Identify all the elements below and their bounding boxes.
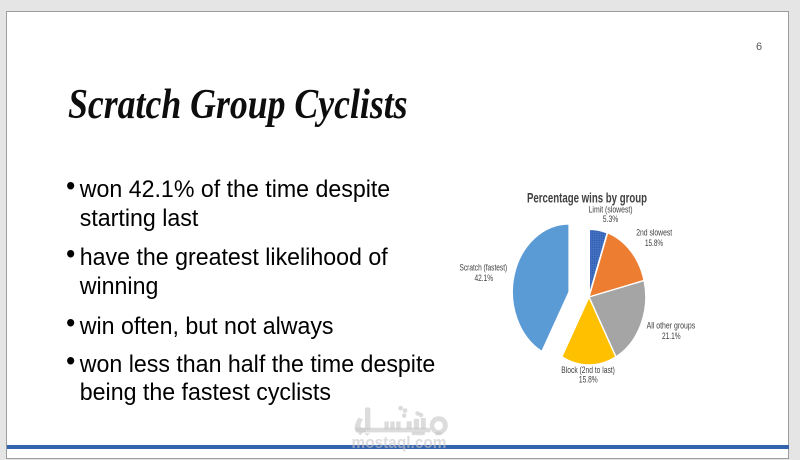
svg-text:21.1%: 21.1% xyxy=(662,331,681,341)
svg-text:Scratch (fastest): Scratch (fastest) xyxy=(460,263,508,273)
svg-text:Percentage wins by group: Percentage wins by group xyxy=(527,190,647,206)
svg-text:5.3%: 5.3% xyxy=(603,214,619,224)
svg-text:2nd slowest: 2nd slowest xyxy=(636,228,672,238)
svg-text:42.1%: 42.1% xyxy=(475,273,494,283)
svg-text:mostaql.com: mostaql.com xyxy=(352,434,447,452)
svg-text:15.8%: 15.8% xyxy=(645,238,663,248)
svg-text:Limit (slowest): Limit (slowest) xyxy=(589,205,633,215)
svg-text:15.8%: 15.8% xyxy=(579,375,598,385)
svg-text:Block (2nd to last): Block (2nd to last) xyxy=(561,365,615,375)
svg-text:All other groups: All other groups xyxy=(647,321,696,331)
